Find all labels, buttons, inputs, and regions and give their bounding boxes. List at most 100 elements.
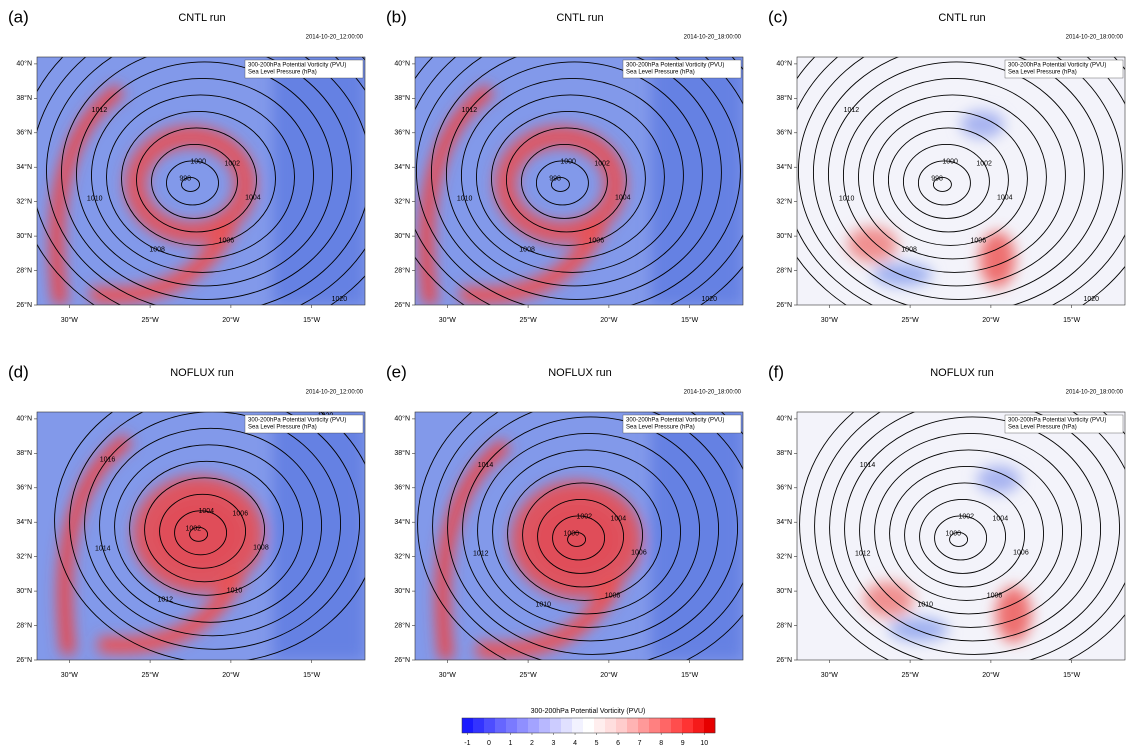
pv-low	[273, 57, 365, 305]
isobar-label: 1020	[1083, 296, 1099, 303]
isobar-label: 1010	[917, 602, 933, 609]
y-tick-label: 38°N	[16, 449, 32, 457]
map-panel: (f) NOFLUX run 2014-10-20_18:00:00 1000 1002…	[768, 362, 1126, 679]
x-tick-label: 30°W	[61, 316, 79, 324]
colorbar-tick-label: 9	[681, 740, 685, 747]
colorbar-tick-label: 4	[573, 740, 577, 747]
isobar-label: 1006	[219, 238, 235, 245]
y-tick-label: 36°N	[16, 129, 32, 137]
x-tick-label: 30°W	[61, 671, 79, 679]
isobar-label: 1020	[701, 296, 717, 303]
isobar-label: 1014	[478, 462, 494, 469]
legend-text: Sea Level Pressure (hPa)	[626, 425, 695, 431]
isobar	[535, 160, 589, 206]
panel-date: 2014-10-20_18:00:00	[684, 390, 742, 396]
colorbar-tick-label: -1	[464, 740, 470, 747]
isobar	[462, 416, 720, 642]
y-tick-label: 32°N	[16, 198, 32, 206]
isobar	[447, 412, 738, 655]
colorbar-box	[484, 718, 496, 733]
isobar-label: 1014	[95, 545, 111, 552]
legend-text: 300-200hPa Potential Vorticity (PVU)	[248, 63, 346, 69]
y-tick-label: 40°N	[16, 60, 32, 68]
colorbar-box	[682, 718, 694, 733]
isobar	[522, 482, 644, 588]
colorbar-box	[638, 718, 650, 733]
colorbar-box	[572, 718, 584, 733]
y-tick-label: 36°N	[394, 484, 410, 492]
y-tick-label: 36°N	[394, 129, 410, 137]
colorbar-tick-label: 2	[530, 740, 534, 747]
map-panel: (c) CNTL run 2014-10-20_18:00:00 998 1000 100…	[768, 7, 1126, 324]
isobar	[872, 110, 1028, 246]
panel-title: NOFLUX run	[548, 367, 612, 379]
isobar	[99, 427, 323, 623]
pv-background	[797, 57, 1125, 305]
isobar-label: 1006	[589, 238, 605, 245]
x-tick-label: 15°W	[681, 671, 699, 679]
y-tick-label: 28°N	[776, 266, 792, 274]
pv-patch	[847, 226, 898, 263]
pv-arc	[49, 83, 125, 305]
y-tick-label: 38°N	[16, 94, 32, 102]
y-tick-label: 40°N	[394, 415, 410, 423]
legend-text: Sea Level Pressure (hPa)	[626, 70, 695, 76]
legend-text: Sea Level Pressure (hPa)	[248, 70, 317, 76]
isobar	[550, 176, 570, 192]
isobar	[505, 127, 627, 233]
legend-text: 300-200hPa Potential Vorticity (PVU)	[1008, 63, 1106, 69]
y-tick-label: 36°N	[776, 484, 792, 492]
pv-ring	[124, 125, 257, 244]
isobar-label: 1000	[942, 158, 958, 165]
colorbar-box	[506, 718, 518, 733]
isobar	[859, 432, 1083, 628]
isobar	[144, 477, 266, 583]
isobar	[76, 61, 333, 287]
isobar	[181, 176, 200, 192]
isobar	[136, 127, 257, 233]
isobar-label: 1006	[631, 550, 647, 557]
isobar	[798, 57, 1123, 305]
isobar	[827, 61, 1085, 287]
y-tick-label: 38°N	[776, 94, 792, 102]
y-tick-label: 30°N	[394, 587, 410, 595]
isobar-label: 1006	[971, 238, 987, 245]
map-frame	[36, 411, 366, 661]
isobar-label: 1016	[569, 398, 585, 405]
isobar	[121, 110, 276, 246]
isobar-label: 1016	[100, 457, 116, 464]
x-tick-label: 25°W	[142, 316, 160, 324]
map-frame	[796, 411, 1126, 661]
x-tick-label: 25°W	[142, 671, 160, 679]
colorbar-box	[539, 718, 551, 733]
isobar	[887, 127, 1009, 233]
map-panel: (e) NOFLUX run 2014-10-20_18:00:00 1000 1002…	[386, 362, 744, 679]
colorbar-box	[605, 718, 617, 733]
x-tick-label: 25°W	[520, 671, 538, 679]
colorbar-frame	[461, 717, 716, 734]
isobar	[874, 449, 1064, 615]
isobar-label: 1016	[951, 398, 967, 405]
isobar	[61, 57, 352, 300]
x-tick-label: 20°W	[982, 671, 1000, 679]
y-tick-label: 40°N	[16, 415, 32, 423]
isobar-label: 1002	[976, 161, 992, 168]
isobar-label: 1006	[1013, 550, 1029, 557]
panel-label: (f)	[768, 362, 784, 381]
isobar-label: 1004	[993, 516, 1009, 523]
legend-text: 300-200hPa Potential Vorticity (PVU)	[626, 63, 724, 69]
isobar	[949, 531, 969, 547]
y-tick-label: 26°N	[394, 656, 410, 664]
legend-box	[1004, 59, 1124, 79]
map-frame	[36, 56, 366, 306]
isobar-label: 1012	[157, 596, 173, 603]
isobar	[552, 515, 606, 561]
y-tick-label: 32°N	[776, 553, 792, 561]
panel-label: (c)	[768, 7, 788, 26]
panel-title: CNTL run	[556, 12, 603, 24]
colorbar-title: 300-200hPa Potential Vorticity (PVU)	[531, 708, 646, 715]
isobar	[904, 482, 1026, 588]
y-tick-label: 38°N	[394, 94, 410, 102]
colorbar-box	[649, 718, 661, 733]
legend-box	[622, 59, 742, 79]
